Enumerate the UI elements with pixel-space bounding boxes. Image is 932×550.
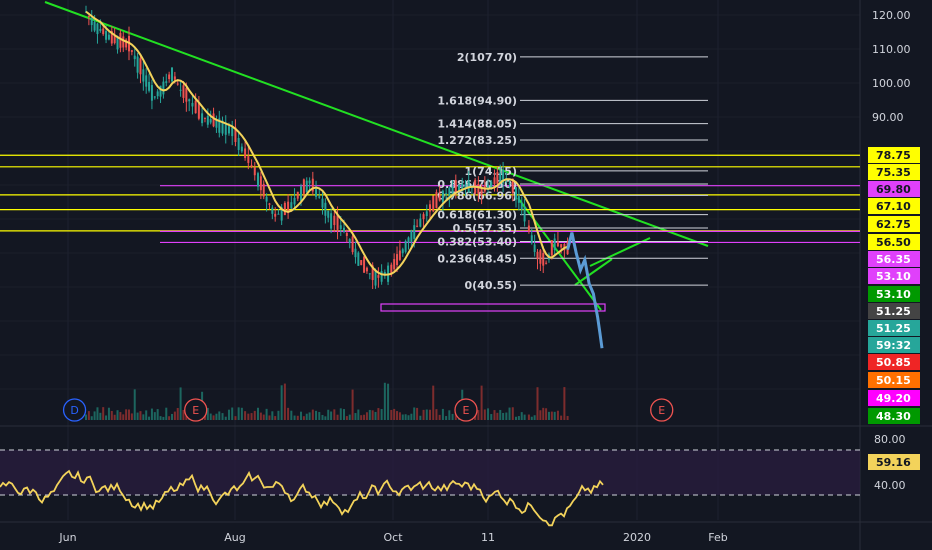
fib-label-10: 0.236(48.45): [437, 252, 517, 265]
price-tick-2: 100.00: [872, 77, 911, 90]
time-tick-4: 2020: [623, 531, 651, 544]
svg-text:50.15: 50.15: [876, 374, 911, 387]
svg-text:48.30: 48.30: [876, 410, 911, 423]
svg-text:75.35: 75.35: [876, 166, 911, 179]
projection-line: [566, 232, 604, 349]
price-axis[interactable]: 120.00 110.00 100.00 90.00 78.75 75.35 69.80 67…: [868, 9, 920, 492]
time-tick-1: Aug: [224, 531, 245, 544]
price-badge-6[interactable]: 56.35: [868, 251, 920, 267]
price-badge-13[interactable]: 50.15: [868, 372, 920, 388]
price-badge-5[interactable]: 56.50: [868, 234, 920, 250]
price-candles: [85, 5, 569, 290]
price-badge-14[interactable]: 49.20: [868, 390, 920, 406]
time-tick-3: 11: [481, 531, 495, 544]
svg-text:D: D: [70, 404, 78, 417]
price-badge-11[interactable]: 59:32: [868, 337, 920, 353]
fib-label-8: 0.5(57.35): [453, 222, 517, 235]
price-badge-15[interactable]: 48.30: [868, 408, 920, 424]
svg-text:67.10: 67.10: [876, 200, 911, 213]
oscillator-line: [0, 469, 604, 527]
trendline-0[interactable]: [44, 1, 709, 247]
fib-label-11: 0(40.55): [464, 279, 517, 292]
price-badge-10[interactable]: 51.25: [868, 320, 920, 336]
trendline-2[interactable]: [574, 258, 613, 286]
price-tick-3: 90.00: [872, 111, 904, 124]
time-axis[interactable]: Jun Aug Oct 11 2020 Feb: [58, 531, 727, 544]
fib-label-4: 1(74.15): [464, 165, 517, 178]
svg-text:62.75: 62.75: [876, 218, 911, 231]
time-tick-2: Oct: [383, 531, 403, 544]
price-tick-0: 120.00: [872, 9, 911, 22]
svg-text:50.85: 50.85: [876, 356, 911, 369]
svg-text:53.10: 53.10: [876, 270, 911, 283]
svg-text:56.35: 56.35: [876, 253, 911, 266]
oscillator-value-badge[interactable]: 59.16: [868, 454, 920, 470]
svg-text:E: E: [463, 404, 470, 417]
time-tick-5: Feb: [708, 531, 727, 544]
osc-tick-1: 40.00: [874, 479, 906, 492]
target-box[interactable]: [380, 303, 606, 312]
event-marker-0[interactable]: D: [62, 398, 87, 422]
svg-text:E: E: [192, 404, 199, 417]
price-badge-0[interactable]: 78.75: [868, 147, 920, 163]
trendline-1[interactable]: [517, 197, 602, 311]
fib-label-7: 0.618(61.30): [437, 209, 517, 222]
oscillator-series: [0, 469, 604, 527]
svg-text:59:32: 59:32: [876, 339, 911, 352]
fib-label-3: 1.272(83.25): [437, 134, 517, 147]
event-marker-3[interactable]: E: [650, 398, 674, 422]
svg-text:69.80: 69.80: [876, 183, 911, 196]
oscillator-band: [0, 449, 860, 496]
price-badge-4[interactable]: 62.75: [868, 216, 920, 232]
price-badge-3[interactable]: 67.10: [868, 198, 920, 214]
price-badge-1[interactable]: 75.35: [868, 164, 920, 180]
fib-label-2: 1.414(88.05): [437, 118, 517, 131]
time-tick-0: Jun: [58, 531, 76, 544]
moving-average-line: [85, 10, 568, 276]
svg-text:51.25: 51.25: [876, 305, 911, 318]
svg-text:49.20: 49.20: [876, 392, 911, 405]
svg-text:53.10: 53.10: [876, 288, 911, 301]
price-series: [85, 10, 604, 349]
fib-label-9: 0.382(53.40): [437, 235, 517, 248]
fib-label-0: 2(107.70): [457, 51, 517, 64]
event-marker-2[interactable]: E: [454, 398, 478, 422]
osc-tick-0: 80.00: [874, 433, 906, 446]
price-tick-1: 110.00: [872, 43, 911, 56]
svg-text:78.75: 78.75: [876, 149, 911, 162]
svg-text:59.16: 59.16: [876, 456, 911, 469]
fib-label-1: 1.618(94.90): [437, 94, 517, 107]
svg-text:56.50: 56.50: [876, 236, 911, 249]
price-badge-7[interactable]: 53.10: [868, 268, 920, 284]
trendlines[interactable]: [44, 1, 709, 311]
volume-bars: [85, 382, 569, 420]
svg-text:51.25: 51.25: [876, 322, 911, 335]
price-badge-9[interactable]: 51.25: [868, 303, 920, 319]
price-badge-12[interactable]: 50.85: [868, 354, 920, 370]
price-badge-8[interactable]: 53.10: [868, 286, 920, 302]
price-badge-2[interactable]: 69.80: [868, 181, 920, 197]
event-marker-1[interactable]: E: [184, 398, 208, 422]
svg-text:E: E: [658, 404, 665, 417]
